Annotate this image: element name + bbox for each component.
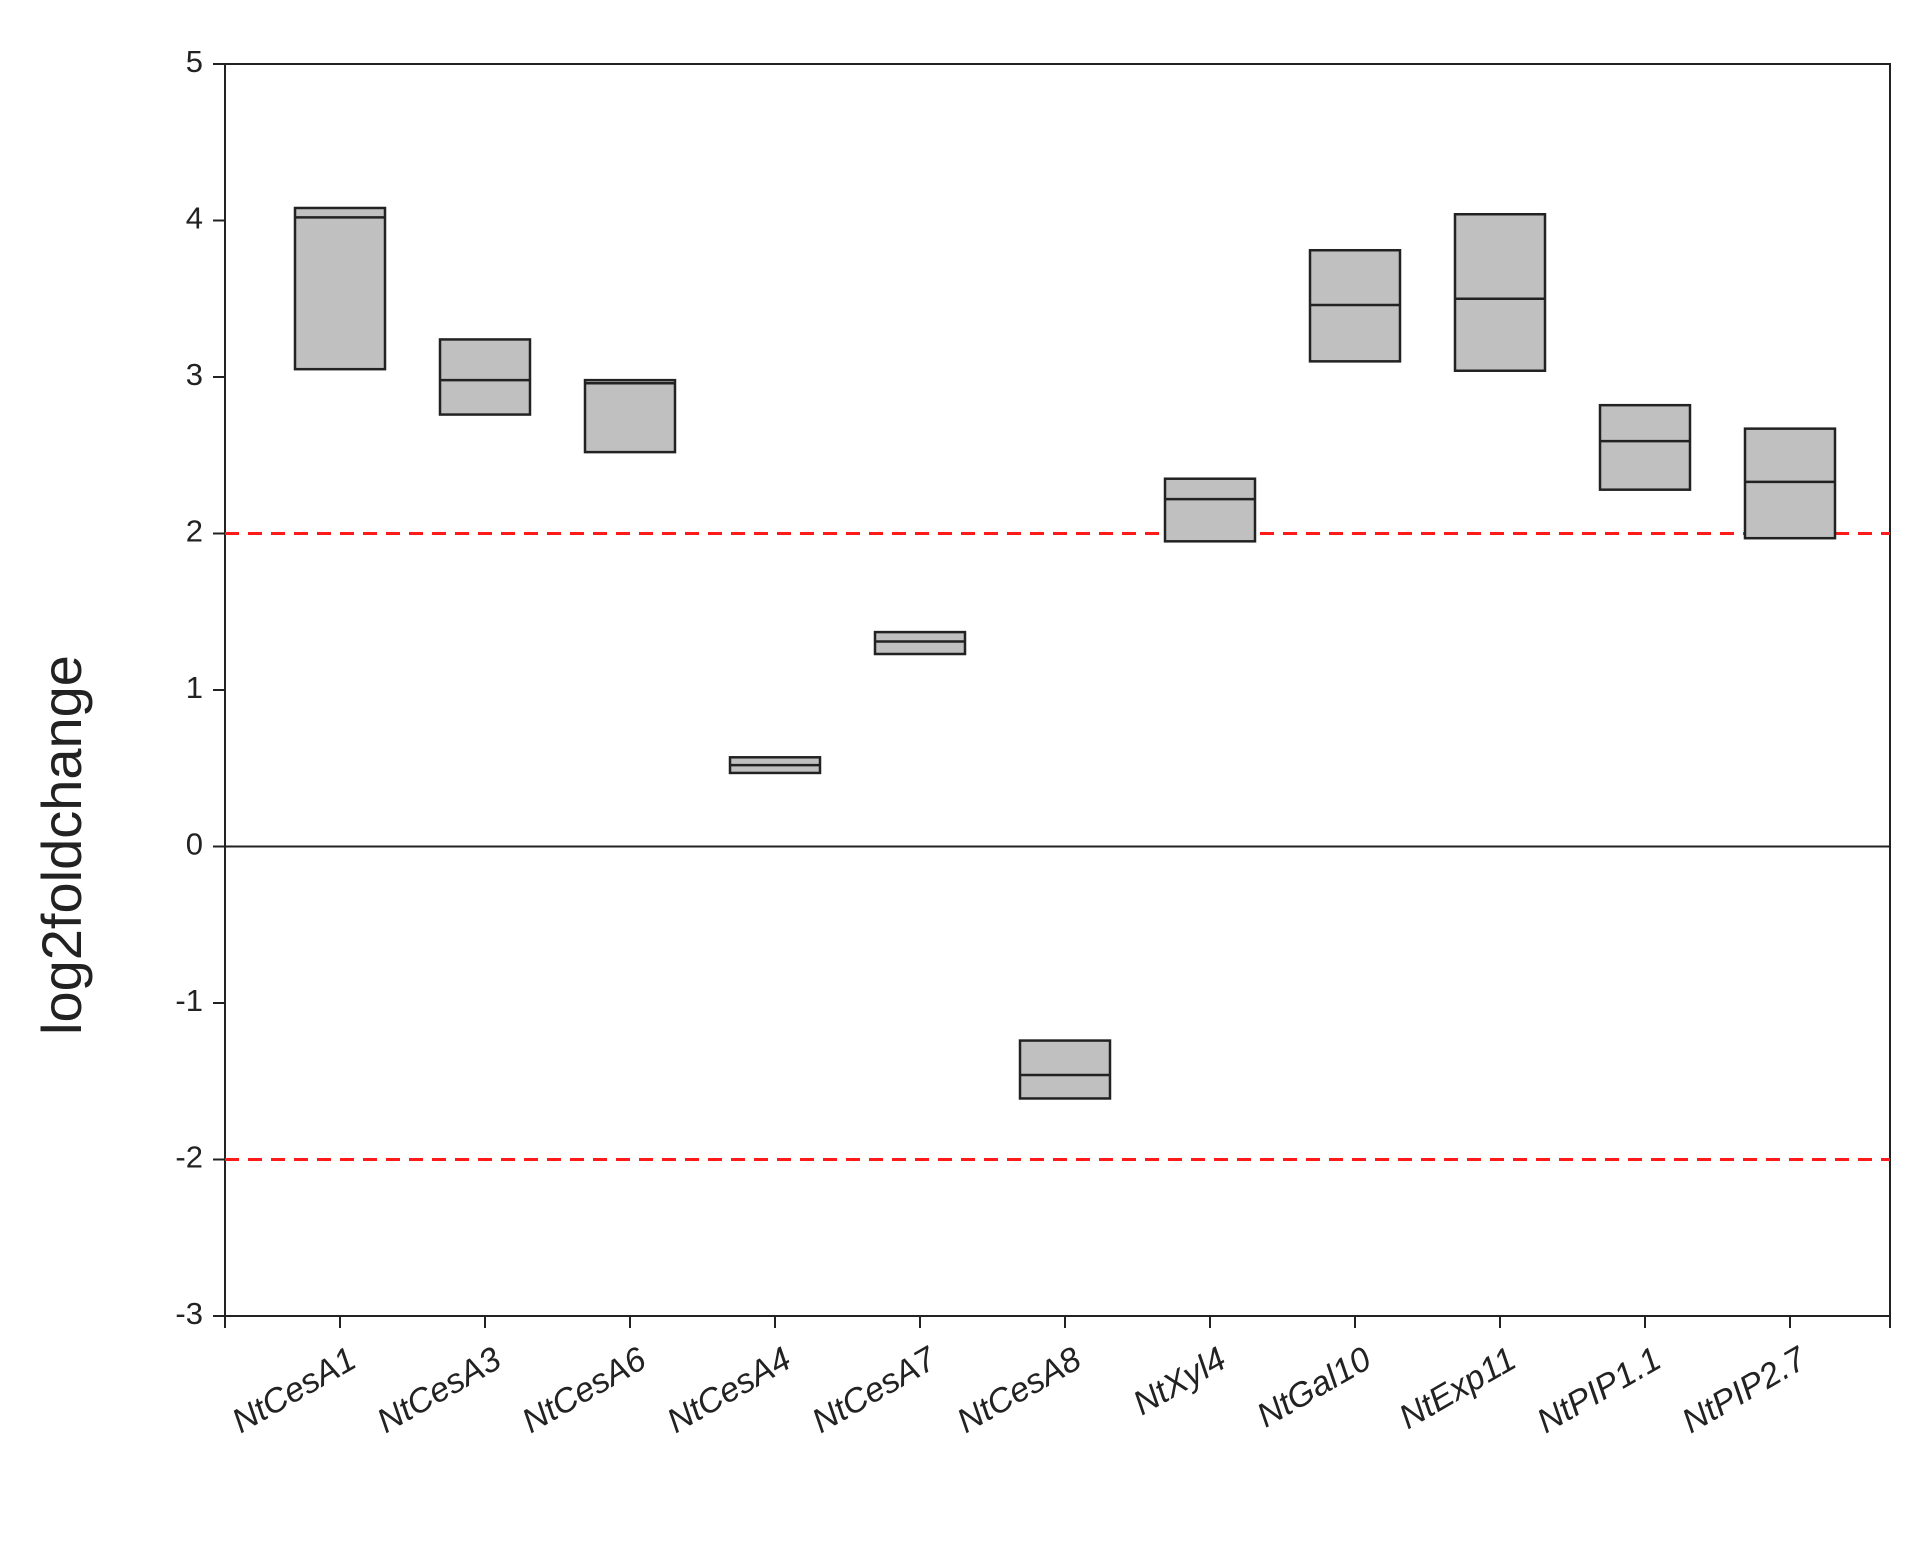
plot-frame xyxy=(224,63,1891,1317)
box xyxy=(583,378,677,454)
y-tick-label: 1 xyxy=(186,670,203,705)
box xyxy=(1453,212,1547,372)
x-tick-label: NtCesA1 xyxy=(226,1340,363,1441)
y-tick-label: 0 xyxy=(186,827,203,862)
box xyxy=(293,206,387,371)
y-tick-label: -3 xyxy=(175,1296,203,1331)
box xyxy=(1018,1039,1112,1100)
y-tick-label: 3 xyxy=(186,357,203,392)
x-tick-label: NtCesA4 xyxy=(661,1340,798,1441)
x-tick-label: NtCesA8 xyxy=(951,1340,1088,1441)
x-tick-label: NtCesA7 xyxy=(806,1339,944,1440)
y-axis-label: log2foldchange xyxy=(30,655,93,1035)
box xyxy=(438,338,532,416)
x-tick-label: NtCesA6 xyxy=(516,1340,653,1441)
x-tick-label: NtCesA3 xyxy=(371,1340,508,1441)
y-tick-label: -2 xyxy=(175,1140,203,1175)
box xyxy=(1598,403,1692,491)
y-tick-label: 5 xyxy=(186,44,203,79)
y-tick-label: -1 xyxy=(175,983,203,1018)
box xyxy=(1743,427,1837,540)
x-tick-label: NtPIP1.1 xyxy=(1531,1340,1668,1441)
y-tick-label: 2 xyxy=(186,514,203,549)
x-tick-label: NtXyl4 xyxy=(1127,1340,1233,1423)
x-tick-label: NtGal10 xyxy=(1250,1340,1377,1435)
box xyxy=(873,630,967,656)
box xyxy=(1163,477,1257,543)
y-tick-label: 4 xyxy=(186,201,203,236)
x-tick-label: NtExp11 xyxy=(1393,1340,1523,1437)
x-tick-label: NtPIP2.7 xyxy=(1676,1339,1814,1440)
